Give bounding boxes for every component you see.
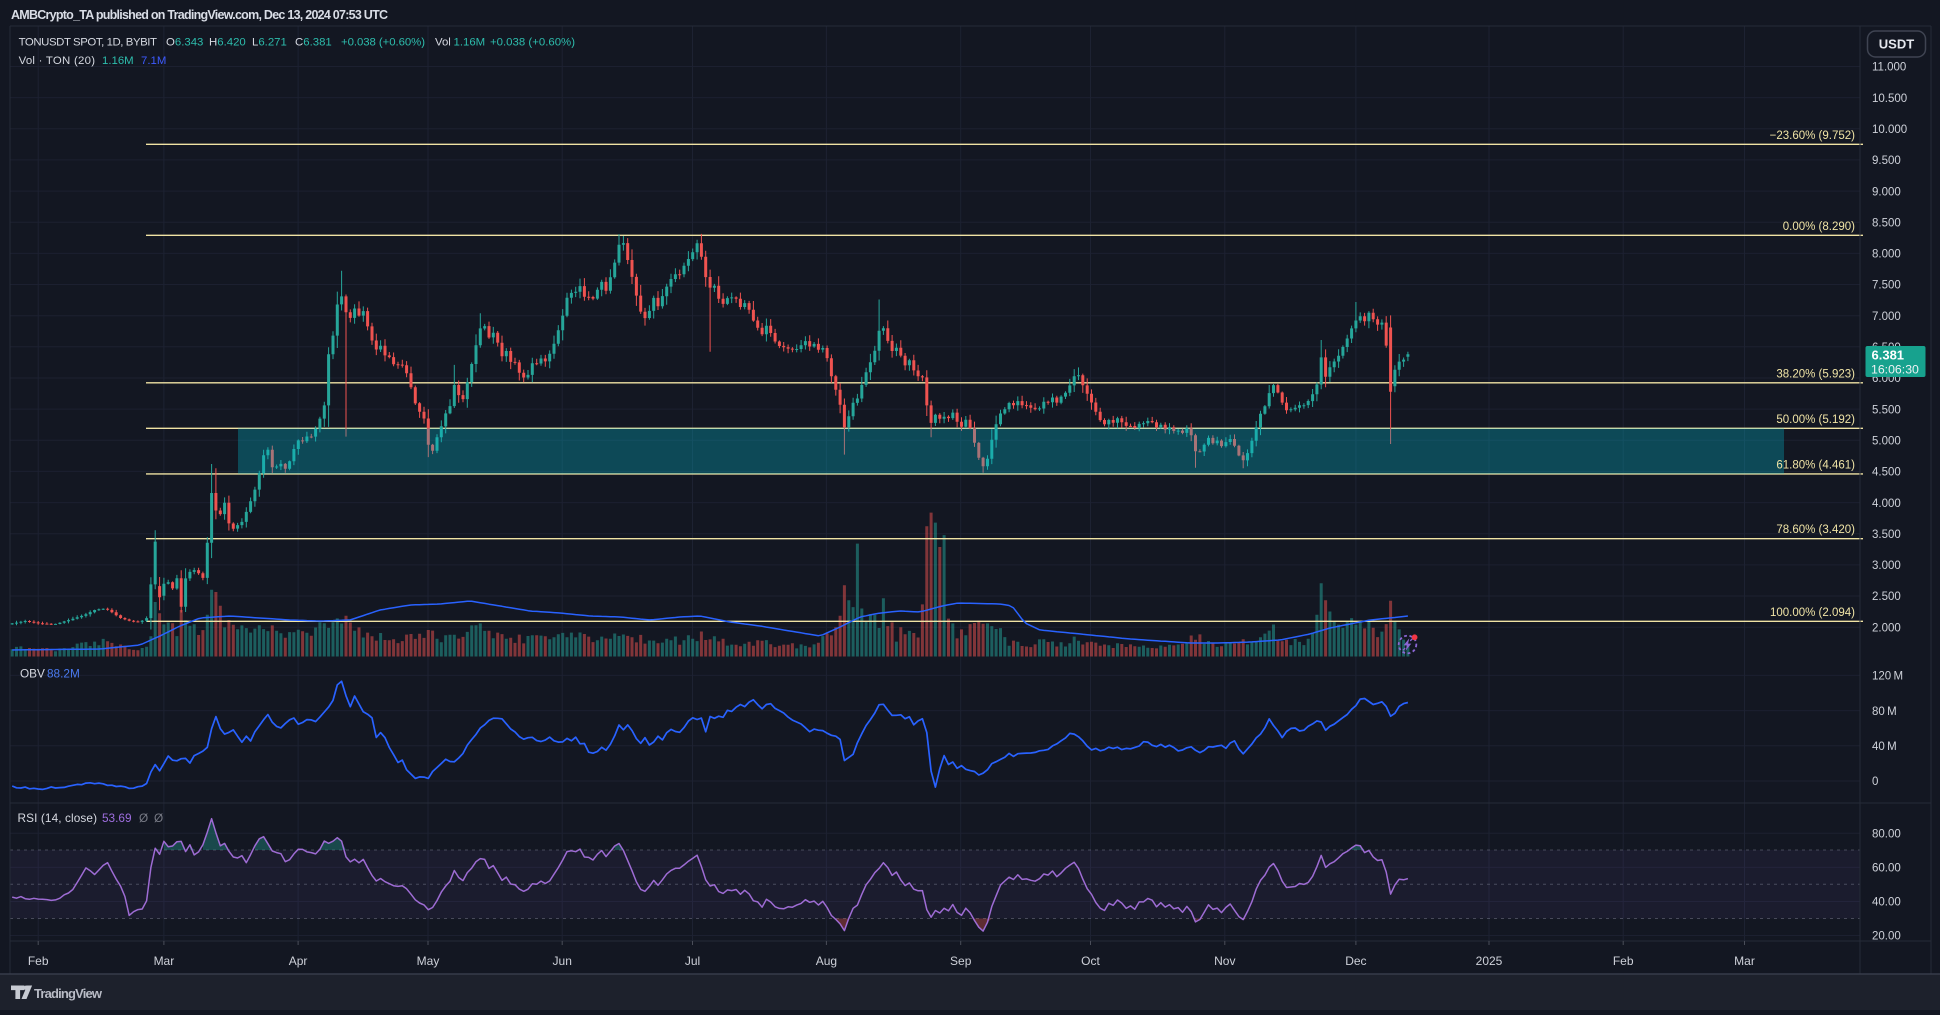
svg-text:7.000: 7.000 — [1872, 311, 1901, 323]
svg-text:3.500: 3.500 — [1872, 529, 1901, 541]
svg-text:5.500: 5.500 — [1872, 404, 1901, 416]
svg-text:2025: 2025 — [1476, 954, 1503, 968]
svg-text:6.381: 6.381 — [1872, 348, 1905, 363]
svg-text:7.500: 7.500 — [1872, 280, 1901, 292]
svg-text:4.500: 4.500 — [1872, 467, 1901, 479]
svg-text:0.00% (8.290): 0.00% (8.290) — [1783, 221, 1855, 233]
svg-text:Nov: Nov — [1214, 954, 1235, 968]
svg-text:3.000: 3.000 — [1872, 560, 1901, 572]
svg-text:0: 0 — [1872, 776, 1878, 788]
svg-text:−23.60% (9.752): −23.60% (9.752) — [1770, 130, 1856, 142]
svg-text:100.00% (2.094): 100.00% (2.094) — [1770, 607, 1855, 619]
svg-text:2.500: 2.500 — [1872, 591, 1901, 603]
svg-text:40.00: 40.00 — [1872, 897, 1901, 909]
svg-text:Mar: Mar — [1734, 954, 1755, 968]
svg-text:9.000: 9.000 — [1872, 186, 1901, 198]
svg-text:5.000: 5.000 — [1872, 436, 1901, 448]
svg-text:AMBCrypto_TA published on Trad: AMBCrypto_TA published on TradingView.co… — [11, 8, 388, 22]
svg-text:16:06:30: 16:06:30 — [1871, 363, 1919, 377]
svg-text:Feb: Feb — [28, 954, 49, 968]
svg-text:Jun: Jun — [553, 954, 572, 968]
svg-text:80 M: 80 M — [1872, 706, 1897, 718]
svg-text:Sep: Sep — [950, 954, 972, 968]
svg-text:80.00: 80.00 — [1872, 829, 1901, 841]
svg-text:Feb: Feb — [1613, 954, 1634, 968]
svg-text:8.500: 8.500 — [1872, 217, 1901, 229]
svg-text:38.20% (5.923): 38.20% (5.923) — [1776, 368, 1855, 380]
svg-text:TradingView: TradingView — [34, 986, 103, 1001]
svg-text:61.80% (4.461): 61.80% (4.461) — [1776, 459, 1855, 471]
svg-text:120 M: 120 M — [1872, 671, 1903, 683]
svg-text:Aug: Aug — [816, 954, 837, 968]
svg-text:Jul: Jul — [685, 954, 700, 968]
svg-text:9.500: 9.500 — [1872, 155, 1901, 167]
svg-text:Mar: Mar — [154, 954, 175, 968]
svg-text:Dec: Dec — [1345, 954, 1366, 968]
svg-text:20.00: 20.00 — [1872, 931, 1901, 943]
svg-text:10.500: 10.500 — [1872, 93, 1907, 105]
svg-text:8.000: 8.000 — [1872, 249, 1901, 261]
svg-text:40 M: 40 M — [1872, 741, 1897, 753]
svg-text:60.00: 60.00 — [1872, 863, 1901, 875]
svg-text:4.000: 4.000 — [1872, 498, 1901, 510]
svg-text:Oct: Oct — [1081, 954, 1100, 968]
svg-text:78.60% (3.420): 78.60% (3.420) — [1776, 524, 1855, 536]
svg-text:May: May — [417, 954, 440, 968]
svg-text:Apr: Apr — [289, 954, 308, 968]
svg-text:11.000: 11.000 — [1872, 62, 1906, 74]
svg-text:2.000: 2.000 — [1872, 622, 1901, 634]
svg-text:10.000: 10.000 — [1872, 124, 1907, 136]
svg-text:50.00% (5.192): 50.00% (5.192) — [1776, 414, 1855, 426]
svg-text:USDT: USDT — [1879, 37, 1914, 52]
